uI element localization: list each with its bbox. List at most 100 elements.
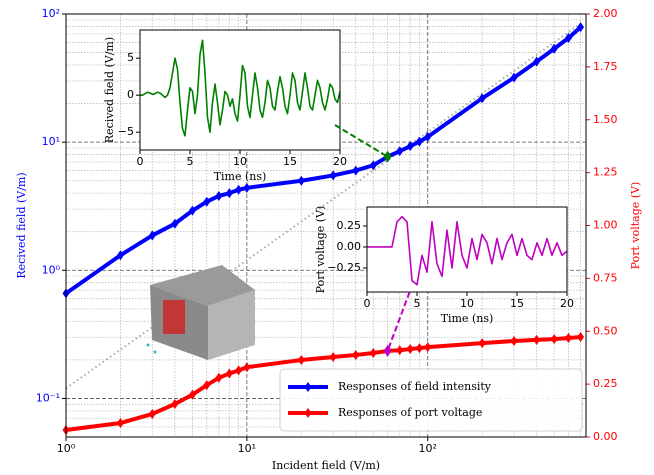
- x-tick-label: 0: [364, 297, 371, 310]
- cube-top: [150, 265, 255, 306]
- legend-marker: [304, 408, 312, 418]
- inset-y-label: Port voltage (V): [314, 206, 327, 294]
- point-marker: [550, 43, 558, 54]
- y2-axis-label: Port voltage (V): [629, 182, 642, 270]
- point-marker: [116, 418, 124, 429]
- point-marker: [415, 343, 423, 354]
- y2-tick-label: 0.00: [593, 430, 618, 443]
- point-marker: [424, 131, 432, 142]
- y-tick-label: 10¹: [42, 135, 60, 148]
- point-marker: [171, 399, 179, 410]
- point-marker: [406, 141, 414, 152]
- point-marker: [188, 205, 196, 216]
- point-marker: [148, 408, 156, 419]
- antenna-box-illustration: [146, 265, 255, 360]
- point-marker: [396, 345, 404, 356]
- point-marker: [148, 230, 156, 241]
- point-marker: [510, 335, 518, 346]
- y-tick-label: 10⁻¹: [36, 391, 60, 404]
- point-marker: [406, 344, 414, 355]
- point-marker: [297, 355, 305, 366]
- y-tick-label: −5: [118, 125, 134, 138]
- y-tick-label: 10⁰: [42, 263, 61, 276]
- point-marker: [478, 338, 486, 349]
- point-marker: [478, 93, 486, 104]
- plot-frame: [366, 206, 568, 293]
- plot-area: [140, 39, 341, 137]
- legend-box: [279, 368, 583, 432]
- point-marker: [564, 32, 572, 43]
- point-marker: [203, 196, 211, 207]
- point-marker: [329, 170, 337, 181]
- legend-label: Responses of field intensity: [338, 380, 492, 393]
- point-marker: [215, 190, 223, 201]
- inset-background: [367, 207, 567, 292]
- point-marker: [424, 342, 432, 353]
- point-marker: [352, 349, 360, 360]
- reference-line: [66, 22, 582, 390]
- plot-frame: [65, 13, 587, 438]
- marker: [146, 343, 150, 347]
- inset-x-label: Time (ns): [214, 170, 267, 183]
- y2-tick-label: 0.75: [593, 271, 618, 284]
- x-tick-label: 10: [460, 297, 474, 310]
- x-tick-label: 0: [137, 155, 144, 168]
- point-marker: [243, 362, 251, 373]
- point-marker: [577, 22, 585, 33]
- highlight-marker: [383, 344, 392, 357]
- point-marker: [235, 365, 243, 376]
- x-tick-label: 20: [333, 155, 347, 168]
- y-tick-label: 0: [127, 88, 134, 101]
- point-marker: [215, 372, 223, 383]
- point-marker: [550, 334, 558, 345]
- x-tick-label: 15: [510, 297, 524, 310]
- point-marker: [171, 218, 179, 229]
- y2-tick-label: 0.25: [593, 377, 618, 390]
- x-tick-label: 5: [187, 155, 194, 168]
- point-marker: [116, 250, 124, 261]
- plot-area: [66, 22, 582, 390]
- plot-frame: [139, 29, 341, 151]
- plot-area: [367, 215, 568, 286]
- x-tick-label: 10¹: [238, 442, 256, 455]
- cube-side: [208, 290, 255, 360]
- x-tick-label: 10: [233, 155, 247, 168]
- pointer-arrow: [386, 291, 411, 352]
- y-tick-label: 10²: [42, 7, 60, 20]
- point-marker: [369, 348, 377, 359]
- y2-tick-label: 1.75: [593, 60, 618, 73]
- y2-tick-label: 1.25: [593, 166, 618, 179]
- highlight-marker: [383, 150, 392, 163]
- point-marker: [203, 380, 211, 391]
- y2-tick-label: 0.50: [593, 324, 618, 337]
- point-marker: [369, 160, 377, 171]
- y-tick-label: 5: [127, 51, 134, 64]
- point-marker: [225, 188, 233, 199]
- y2-tick-label: 1.50: [593, 113, 618, 126]
- inset-x-label: Time (ns): [441, 312, 494, 325]
- inset-y-label: Recived field (V/m): [103, 37, 116, 143]
- x-axis-label: Incident field (V/m): [272, 459, 380, 472]
- x-tick-label: 15: [283, 155, 297, 168]
- antenna-array: [163, 300, 185, 334]
- x-tick-label: 10²: [419, 442, 437, 455]
- x-tick-label: 5: [414, 297, 421, 310]
- x-tick-label: 20: [560, 297, 574, 310]
- point-marker: [564, 333, 572, 344]
- point-marker: [235, 184, 243, 195]
- legend-label: Responses of port voltage: [338, 406, 482, 419]
- point-marker: [243, 182, 251, 193]
- marker: [153, 350, 157, 354]
- legend-marker: [304, 382, 312, 392]
- point-marker: [396, 146, 404, 157]
- x-tick-label: 10⁰: [57, 442, 76, 455]
- y-axis-label: Recived field (V/m): [15, 172, 28, 278]
- point-marker: [510, 72, 518, 83]
- point-marker: [297, 175, 305, 186]
- point-marker: [415, 136, 423, 147]
- point-marker: [577, 331, 585, 342]
- point-marker: [533, 334, 541, 345]
- y-tick-label: 0.00: [337, 240, 362, 253]
- y-tick-label: −0.25: [327, 261, 361, 274]
